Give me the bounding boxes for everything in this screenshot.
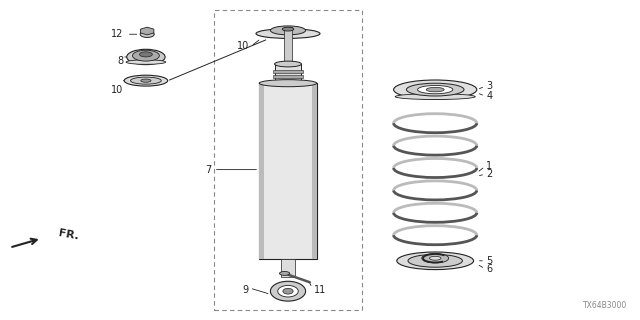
Text: TX64B3000: TX64B3000: [583, 301, 627, 310]
Bar: [259, 83, 317, 259]
Bar: [281, 259, 295, 277]
Text: 1: 1: [486, 161, 493, 172]
Ellipse shape: [256, 29, 320, 38]
Bar: [273, 75, 303, 78]
Ellipse shape: [270, 281, 306, 301]
Text: FR.: FR.: [58, 228, 79, 242]
Text: 6: 6: [486, 264, 493, 274]
Ellipse shape: [275, 61, 301, 67]
Text: 2: 2: [486, 169, 493, 180]
Ellipse shape: [131, 77, 161, 84]
Ellipse shape: [396, 94, 476, 100]
Ellipse shape: [124, 75, 168, 86]
Ellipse shape: [140, 52, 152, 57]
Ellipse shape: [127, 49, 165, 65]
Ellipse shape: [406, 83, 464, 96]
Ellipse shape: [418, 85, 453, 94]
Ellipse shape: [132, 50, 159, 61]
Bar: [214, 10, 362, 310]
Bar: [273, 70, 303, 73]
Text: 3: 3: [486, 81, 493, 92]
Text: 8: 8: [117, 56, 124, 66]
Text: 4: 4: [486, 91, 493, 101]
Text: 9: 9: [242, 284, 248, 295]
Ellipse shape: [278, 285, 298, 297]
Ellipse shape: [283, 288, 293, 294]
Ellipse shape: [422, 253, 449, 263]
Ellipse shape: [408, 254, 463, 267]
Ellipse shape: [259, 80, 317, 87]
Text: 11: 11: [314, 284, 326, 295]
Ellipse shape: [426, 87, 444, 92]
Ellipse shape: [429, 256, 441, 260]
Text: 10: 10: [237, 41, 250, 52]
Bar: [275, 64, 301, 83]
Ellipse shape: [397, 252, 474, 269]
Ellipse shape: [394, 80, 477, 99]
Ellipse shape: [140, 31, 154, 37]
Bar: [312, 83, 317, 259]
Bar: [284, 27, 292, 64]
Ellipse shape: [282, 27, 294, 31]
Ellipse shape: [141, 79, 151, 82]
Ellipse shape: [270, 26, 306, 35]
Text: 5: 5: [486, 256, 493, 266]
Text: 12: 12: [111, 28, 124, 39]
Text: 7: 7: [205, 164, 211, 175]
Text: 10: 10: [111, 84, 124, 95]
Bar: [259, 83, 264, 259]
Ellipse shape: [126, 60, 166, 64]
Ellipse shape: [280, 271, 290, 275]
